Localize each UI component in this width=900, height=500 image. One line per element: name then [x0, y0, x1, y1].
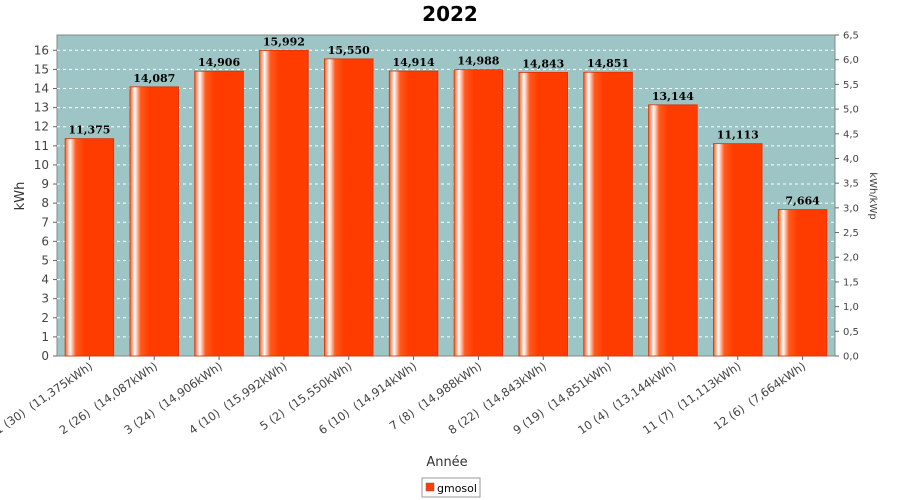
bar-value-label: 11,113 [717, 129, 759, 142]
bar-value-label: 11,375 [68, 124, 110, 137]
y-tick-label: 9 [41, 177, 49, 191]
y-right-tick-label: 2,0 [843, 253, 859, 264]
bar [713, 143, 763, 357]
y-right-tick-label: 5,0 [843, 105, 859, 116]
legend-label: gmosol [437, 482, 477, 495]
y-tick-label: 8 [41, 196, 49, 210]
y-tick-label: 15 [34, 62, 49, 76]
y-right-tick-label: 1,0 [843, 302, 859, 313]
bar-value-label: 7,664 [785, 195, 820, 208]
y-axis-right: 0,0 0,5 1,0 1,5 2,0 2,5 3,0 3,5 4,0 4,5 5,0 5,5 6,0 6… [835, 31, 859, 363]
bar-value-label: 15,550 [328, 44, 370, 57]
y-tick-label: 0 [41, 349, 49, 363]
y-tick-label: 1 [41, 330, 49, 344]
bar [777, 209, 828, 357]
y-right-tick-label: 6,5 [843, 31, 859, 42]
legend: gmosol [421, 477, 481, 498]
y-axis-label-right: kWh/kWp [867, 172, 878, 219]
bar-value-label: 14,906 [198, 56, 240, 69]
y-right-tick-label: 0,5 [843, 327, 859, 338]
y-right-tick-label: 3,0 [843, 203, 859, 214]
y-right-tick-label: 5,5 [843, 80, 859, 91]
bar [64, 138, 115, 357]
y-right-tick-label: 4,0 [843, 154, 859, 165]
y-right-tick-label: 3,5 [843, 179, 859, 190]
gridlines [57, 49, 835, 338]
bar-value-label: 14,914 [393, 56, 435, 69]
bar [453, 69, 504, 357]
bar [518, 71, 568, 357]
legend-swatch [425, 482, 435, 492]
x-axis-label: Année [426, 455, 467, 470]
bar-value-label: 14,087 [133, 72, 175, 85]
bar [583, 71, 633, 357]
bars [64, 50, 828, 357]
y-axis-label: kWh [13, 182, 28, 211]
y-tick-label: 16 [34, 43, 49, 57]
y-right-tick-label: 0,0 [843, 352, 859, 363]
bar-value-label: 13,144 [652, 90, 694, 103]
bar-value-label: 15,992 [263, 35, 305, 48]
bar-value-label: 14,988 [457, 55, 499, 68]
y-tick-label: 2 [41, 311, 49, 325]
data-labels: 11,375 14,087 14,906 15,992 15,550 14,914 14,9… [68, 35, 820, 207]
y-right-tick-label: 1,5 [843, 277, 859, 288]
y-tick-label: 4 [41, 273, 49, 287]
bar [324, 58, 374, 357]
y-tick-label: 3 [41, 292, 49, 306]
y-tick-label: 11 [34, 139, 49, 153]
y-tick-label: 13 [34, 101, 49, 115]
y-tick-label: 12 [34, 120, 49, 134]
bar [388, 70, 439, 357]
y-tick-label: 5 [41, 253, 49, 267]
bar [259, 50, 309, 357]
y-tick-label: 6 [41, 234, 49, 248]
bar-value-label: 14,851 [587, 57, 629, 70]
y-tick-label: 14 [34, 82, 49, 96]
bar [648, 104, 698, 357]
y-right-tick-label: 4,5 [843, 129, 859, 140]
chart-title: 2022 [422, 2, 478, 26]
bar [194, 70, 244, 357]
bar-value-label: 14,843 [522, 57, 564, 70]
bar [129, 86, 179, 357]
legend-box [421, 477, 481, 498]
y-tick-label: 7 [41, 215, 49, 229]
y-tick-label: 10 [34, 158, 49, 172]
y-right-tick-label: 6,0 [843, 55, 859, 66]
x-axis: 1 (30) (11,375kWh)2 (26) (14,087kWh)3 (2… [0, 356, 808, 437]
y-right-tick-label: 2,5 [843, 228, 859, 239]
